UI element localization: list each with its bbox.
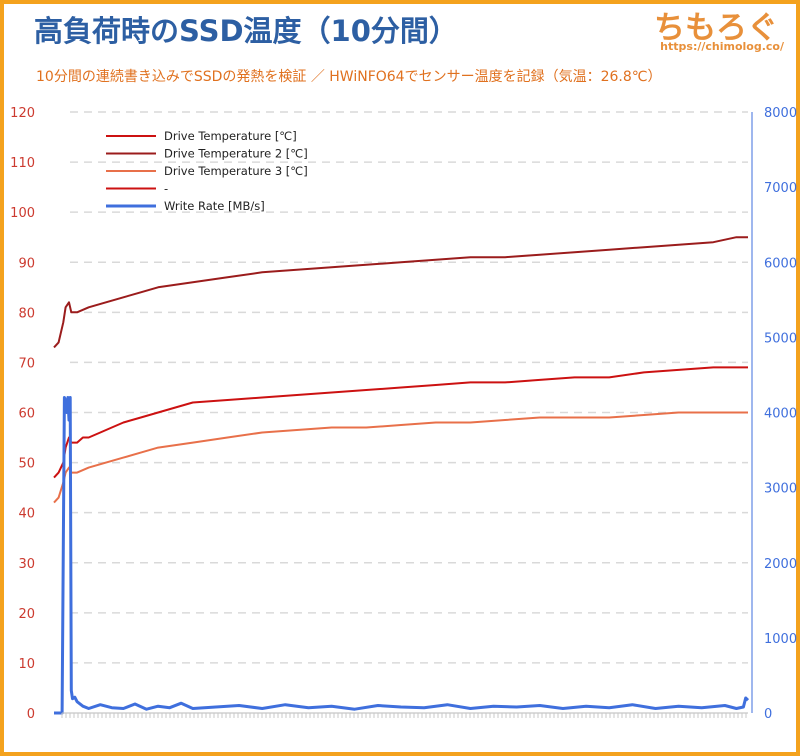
right-tick-label: 4000 [764, 407, 797, 422]
left-tick-label: 30 [18, 557, 35, 572]
legend-label: Drive Temperature [℃] [164, 129, 297, 143]
left-tick-label: 90 [18, 256, 35, 271]
left-tick-label: 0 [27, 707, 35, 722]
legend-label: Drive Temperature 2 [℃] [164, 147, 308, 161]
series-line-2 [53, 411, 748, 504]
legend: Drive Temperature [℃] Drive Temperature 2… [106, 129, 308, 213]
left-tick-label: 70 [18, 356, 35, 371]
left-tick-label: 120 [10, 106, 35, 121]
axes: 0 10 20 30 40 50 60 70 80 90 100 110 120 0 1000 2000 300… [10, 106, 797, 722]
series-lines [53, 236, 750, 715]
right-tick-label: 1000 [764, 632, 797, 647]
legend-label: Drive Temperature 3 [℃] [164, 164, 308, 178]
brand-logo: ちもろぐ [654, 10, 778, 46]
left-tick-label: 10 [18, 657, 35, 672]
chart-frame [4, 4, 796, 752]
left-tick-label: 80 [18, 306, 35, 321]
left-tick-label: 50 [18, 457, 35, 472]
brand-url: https://chimolog.co/ [660, 40, 784, 53]
right-tick-label: 0 [764, 707, 772, 722]
left-tick-label: 60 [18, 407, 35, 422]
left-tick-label: 20 [18, 607, 35, 622]
right-tick-label: 6000 [764, 256, 797, 271]
right-tick-label: 3000 [764, 482, 797, 497]
right-tick-label: 7000 [764, 181, 797, 196]
series-line-0 [53, 366, 748, 479]
left-tick-label: 40 [18, 507, 35, 522]
grid-lines [70, 111, 748, 664]
legend-label: Write Rate [MB/s] [164, 199, 265, 213]
right-tick-label: 8000 [764, 106, 797, 121]
series-line-4 [54, 396, 750, 715]
legend-label: - [164, 182, 168, 196]
right-tick-label: 2000 [764, 557, 797, 572]
chart-subtitle: 10分間の連続書き込みでSSDの発熱を検証 ／ HWiNFO64でセンサー温度を… [36, 69, 662, 85]
left-tick-label: 100 [10, 206, 35, 221]
series-line-1 [53, 236, 748, 349]
chart-title: 高負荷時のSSD温度（10分間） [34, 14, 458, 48]
left-tick-label: 110 [10, 156, 35, 171]
right-tick-label: 5000 [764, 331, 797, 346]
